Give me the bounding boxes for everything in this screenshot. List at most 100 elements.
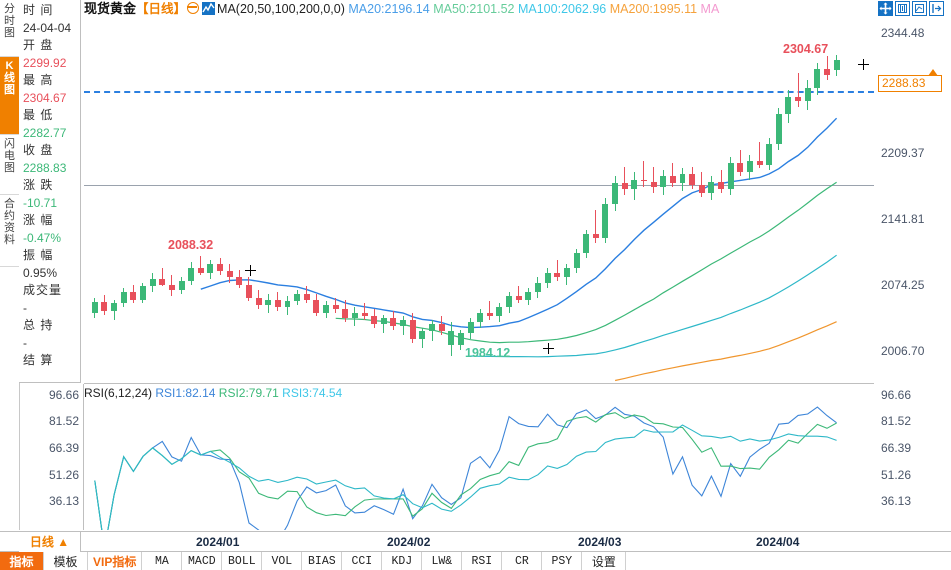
- chart-fit-left-icon[interactable]: [895, 1, 910, 16]
- rsi-plot[interactable]: [84, 384, 874, 530]
- indicator-toolbar: 指标 模板 VIP指标 MA MACD BOLL VOL BIAS CCI KDJ LW& RSI CR…: [0, 552, 951, 570]
- toolbar-item-bias[interactable]: BIAS: [302, 552, 343, 570]
- info-label: 时 间: [23, 2, 77, 20]
- toolbar-item-cci[interactable]: CCI: [342, 552, 383, 570]
- ma-line: [470, 254, 837, 358]
- info-label: 收 盘: [23, 142, 77, 160]
- toolbar-item-[interactable]: 设置: [582, 552, 627, 570]
- rsi-lines: [94, 406, 837, 530]
- info-value: 2304.67: [23, 90, 77, 108]
- info-value-text: 2304.67: [23, 90, 67, 105]
- sidebar-item-label: 时: [4, 15, 15, 27]
- info-value: -0.47%: [23, 230, 77, 248]
- info-value: 2299.92: [23, 55, 77, 73]
- sidebar-item-label: 图: [4, 27, 15, 39]
- rsi-tick: 51.26: [881, 468, 912, 482]
- toolbar-item-vip[interactable]: VIP指标: [88, 552, 143, 570]
- info-label: 振 幅: [23, 247, 77, 265]
- info-label-text: 涨 跌: [23, 178, 54, 192]
- info-label-text: 总 持: [23, 318, 54, 332]
- sidebar-item-label: 闪: [4, 138, 15, 150]
- info-label: 最 高: [23, 72, 77, 90]
- info-label-text: 开 盘: [23, 38, 54, 52]
- toolbar-item-[interactable]: 指标: [0, 552, 44, 570]
- rsi-axis-left: 96.66 81.52 66.39 51.26 36.13: [19, 384, 84, 530]
- chart-header: 现货黄金【日线】 MA(20,50,100,200,0,0) MA20:2196…: [84, 0, 719, 18]
- date-tick: 2024/02: [387, 535, 431, 549]
- info-value: 2282.77: [23, 125, 77, 143]
- indicator-chart-icon[interactable]: [202, 2, 216, 15]
- crosshair-move-icon[interactable]: [878, 1, 893, 16]
- ma-value: MA: [700, 2, 720, 16]
- toolbar-item-boll[interactable]: BOLL: [222, 552, 263, 570]
- sidebar-item-timeshare[interactable]: 分时图: [0, 0, 19, 57]
- period-label: 【日线】: [136, 2, 187, 16]
- rsi-header: RSI(6,12,24) RSI1:82.14 RSI2:79.71 RSI3:…: [84, 385, 342, 401]
- sidebar-item-contract[interactable]: 合约资料: [0, 195, 19, 267]
- ma-values-group: MA20:2196.14 MA50:2101.52 MA100:2062.96 …: [348, 2, 719, 16]
- price-tick: 2141.81: [881, 212, 925, 226]
- quote-info-panel: 时 间 24-04-04 开 盘 2299.92 最 高 2304.67 最 低 2282.7…: [19, 0, 81, 383]
- info-label: 总 持: [23, 317, 77, 335]
- sidebar-item-label: 料: [4, 234, 15, 246]
- sidebar-item-label: K: [5, 60, 14, 72]
- chart-expand-icon[interactable]: [929, 1, 944, 16]
- toolbar-item-ma[interactable]: MA: [142, 552, 183, 570]
- sidebar-item-flash[interactable]: 闪电图: [0, 135, 19, 195]
- peak-label-2304: 2304.67: [783, 42, 829, 56]
- rsi-values-group: RSI1:82.14 RSI2:79.71 RSI3:74.54: [155, 386, 342, 400]
- info-value: 0.95%: [23, 265, 77, 283]
- rsi-tick: 36.13: [48, 494, 79, 508]
- date-tick: 2024/01: [196, 535, 240, 549]
- toolbar-item-rsi[interactable]: RSI: [462, 552, 503, 570]
- toolbar-item-macd[interactable]: MACD: [182, 552, 223, 570]
- info-value: -: [23, 335, 77, 353]
- toolbar-item-psy[interactable]: PSY: [542, 552, 583, 570]
- rsi-line: [94, 406, 837, 530]
- rsi-value: RSI2:79.71: [215, 386, 279, 400]
- settings-circle-icon[interactable]: [187, 2, 200, 14]
- sidebar-item-label: 约: [4, 210, 15, 222]
- toolbar-filler: [626, 552, 951, 570]
- ma-value: MA20:2196.14: [348, 2, 434, 16]
- indicator-formula: MA(20,50,100,200,0,0): [217, 2, 345, 16]
- rsi-tick: 66.39: [881, 441, 912, 455]
- chart-tool-buttons: [878, 1, 944, 16]
- info-value-text: -10.71: [23, 195, 58, 210]
- ma-line: [335, 181, 837, 344]
- rsi-line: [94, 412, 837, 530]
- price-tick: 2209.37: [881, 146, 925, 160]
- info-value-text: 2299.92: [23, 55, 67, 70]
- sidebar-item-label: 合: [4, 198, 15, 210]
- rsi-tick: 51.26: [48, 468, 79, 482]
- toolbar-item-lw[interactable]: LW&: [422, 552, 463, 570]
- info-label-text: 振 幅: [23, 248, 54, 262]
- rsi-value: RSI3:74.54: [278, 386, 343, 400]
- ma-line: [614, 321, 837, 382]
- toolbar-item-cr[interactable]: CR: [502, 552, 543, 570]
- info-label-text: 最 高: [23, 73, 54, 87]
- rsi-line: [94, 424, 837, 530]
- toolbar-item-kdj[interactable]: KDJ: [382, 552, 423, 570]
- toolbar-item-[interactable]: 模板: [44, 552, 88, 570]
- ma-value: MA50:2101.52: [433, 2, 518, 16]
- period-selector-button[interactable]: 日线 ▲: [19, 532, 81, 552]
- info-value-text: 0.95%: [23, 265, 58, 280]
- ma-value: MA200:1995.11: [609, 2, 701, 16]
- sidebar-item-label: 分: [4, 3, 15, 15]
- rsi-value: RSI1:82.14: [155, 386, 216, 400]
- info-label-text: 时 间: [23, 3, 54, 17]
- marker-cross-low-1984: [543, 343, 554, 354]
- info-value: 2288.83: [23, 160, 77, 178]
- trough-label-1984: 1984.12: [465, 346, 511, 360]
- info-value-text: 2282.77: [23, 125, 67, 140]
- rsi-tick: 96.66: [48, 388, 79, 402]
- info-label-text: 结 算: [23, 353, 54, 367]
- candlestick-plot[interactable]: [84, 18, 874, 384]
- info-label: 开 盘: [23, 37, 77, 55]
- toolbar-item-vol[interactable]: VOL: [262, 552, 303, 570]
- chart-fit-right-icon[interactable]: [912, 1, 927, 16]
